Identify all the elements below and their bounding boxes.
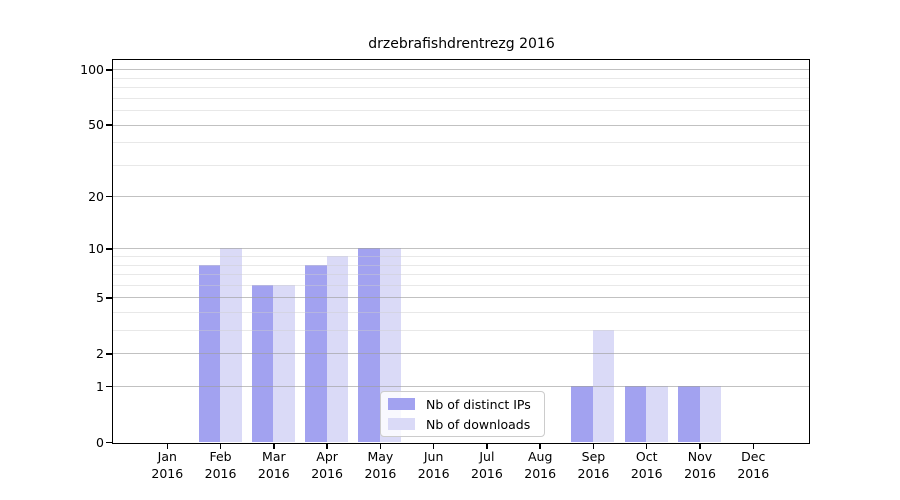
x-axis-tick <box>539 443 541 449</box>
x-axis-tick <box>379 443 382 449</box>
minor-gridline <box>113 312 809 314</box>
y-axis-tick-label: 2 <box>96 345 104 361</box>
major-gridline <box>113 353 809 355</box>
x-axis-tick <box>219 443 222 449</box>
bar-feb-distinct-ips <box>198 264 221 442</box>
y-axis-tick <box>106 441 112 444</box>
y-axis-tick <box>106 195 112 198</box>
y-axis-tick-label: 100 <box>80 61 104 77</box>
y-axis-tick-label: 20 <box>88 188 104 204</box>
y-axis-tick-label: 5 <box>96 289 104 305</box>
bar-nov-distinct-ips <box>678 386 700 442</box>
x-axis-tick <box>273 443 275 449</box>
x-axis-tick-label: Dec 2016 <box>737 449 770 481</box>
y-axis-tick <box>106 248 112 250</box>
minor-gridline <box>113 256 809 258</box>
x-axis-tick-label: Aug 2016 <box>524 449 557 481</box>
bar-oct-distinct-ips <box>624 386 647 442</box>
x-axis-tick <box>166 443 169 449</box>
minor-gridline <box>113 77 809 79</box>
x-axis-tick <box>326 443 328 449</box>
bar-may-distinct-ips <box>358 248 380 442</box>
legend-swatch-distinct-ips <box>388 398 415 410</box>
x-axis-tick-label: Nov 2016 <box>684 449 716 481</box>
x-axis-tick <box>699 443 701 449</box>
major-gridline <box>113 124 809 126</box>
major-gridline <box>113 297 809 299</box>
y-axis-tick-label: 50 <box>88 117 104 133</box>
major-gridline <box>113 386 809 388</box>
minor-gridline <box>113 110 809 112</box>
x-axis-tick-label: Feb 2016 <box>204 449 237 481</box>
x-axis-tick <box>752 443 755 449</box>
y-axis-tick-label: 10 <box>88 240 104 256</box>
legend-item: Nb of downloads <box>388 418 536 431</box>
y-axis-tick <box>106 385 112 388</box>
legend-label: Nb of distinct IPs <box>426 396 531 412</box>
legend-item: Nb of distinct IPs <box>388 398 536 411</box>
minor-gridline <box>113 264 809 266</box>
y-axis-tick <box>106 297 112 299</box>
x-axis-tick <box>432 443 435 449</box>
bar-feb-downloads <box>220 248 242 442</box>
minor-gridline <box>113 87 809 89</box>
x-axis-tick-label: May 2016 <box>364 449 397 481</box>
bar-apr-downloads <box>326 256 349 442</box>
legend: Nb of distinct IPs Nb of downloads <box>380 391 545 437</box>
y-axis-tick <box>106 124 112 126</box>
plot-area <box>112 59 810 444</box>
x-axis-tick-label: Oct 2016 <box>630 449 663 481</box>
bar-oct-downloads <box>646 386 668 442</box>
minor-gridline <box>113 330 809 332</box>
y-axis-tick-label: 1 <box>96 378 104 394</box>
y-axis-tick-label: 0 <box>96 434 104 450</box>
minor-gridline <box>113 164 809 166</box>
x-axis-tick-label: Jun 2016 <box>417 449 450 481</box>
major-gridline <box>113 196 809 198</box>
bar-apr-distinct-ips <box>305 264 327 442</box>
x-axis-tick <box>486 443 488 449</box>
minor-gridline <box>113 274 809 276</box>
major-gridline <box>113 69 809 71</box>
legend-label: Nb of downloads <box>426 416 531 432</box>
plot-canvas <box>113 60 809 443</box>
x-axis-tick-label: Jan 2016 <box>151 449 184 481</box>
minor-gridline <box>113 142 809 144</box>
minor-gridline <box>113 284 809 286</box>
major-gridline <box>113 248 809 250</box>
x-axis-tick-label: Apr 2016 <box>311 449 344 481</box>
x-axis-tick-label: Sep 2016 <box>577 449 610 481</box>
bar-sep-distinct-ips <box>571 386 593 442</box>
y-axis-tick <box>106 353 112 355</box>
x-axis-tick-label: Mar 2016 <box>257 449 290 481</box>
legend-swatch-downloads <box>388 418 415 430</box>
x-axis-tick <box>645 443 648 449</box>
bar-sep-downloads <box>592 330 615 442</box>
minor-gridline <box>113 97 809 99</box>
bar-mar-downloads <box>273 284 295 442</box>
bar-nov-downloads <box>699 386 721 442</box>
chart-title: drzebrafishdrentrezg 2016 <box>368 36 555 52</box>
x-axis-tick <box>592 443 595 449</box>
y-axis-tick <box>106 69 112 71</box>
bar-mar-distinct-ips <box>251 284 274 442</box>
x-axis-tick-label: Jul 2016 <box>471 449 503 481</box>
